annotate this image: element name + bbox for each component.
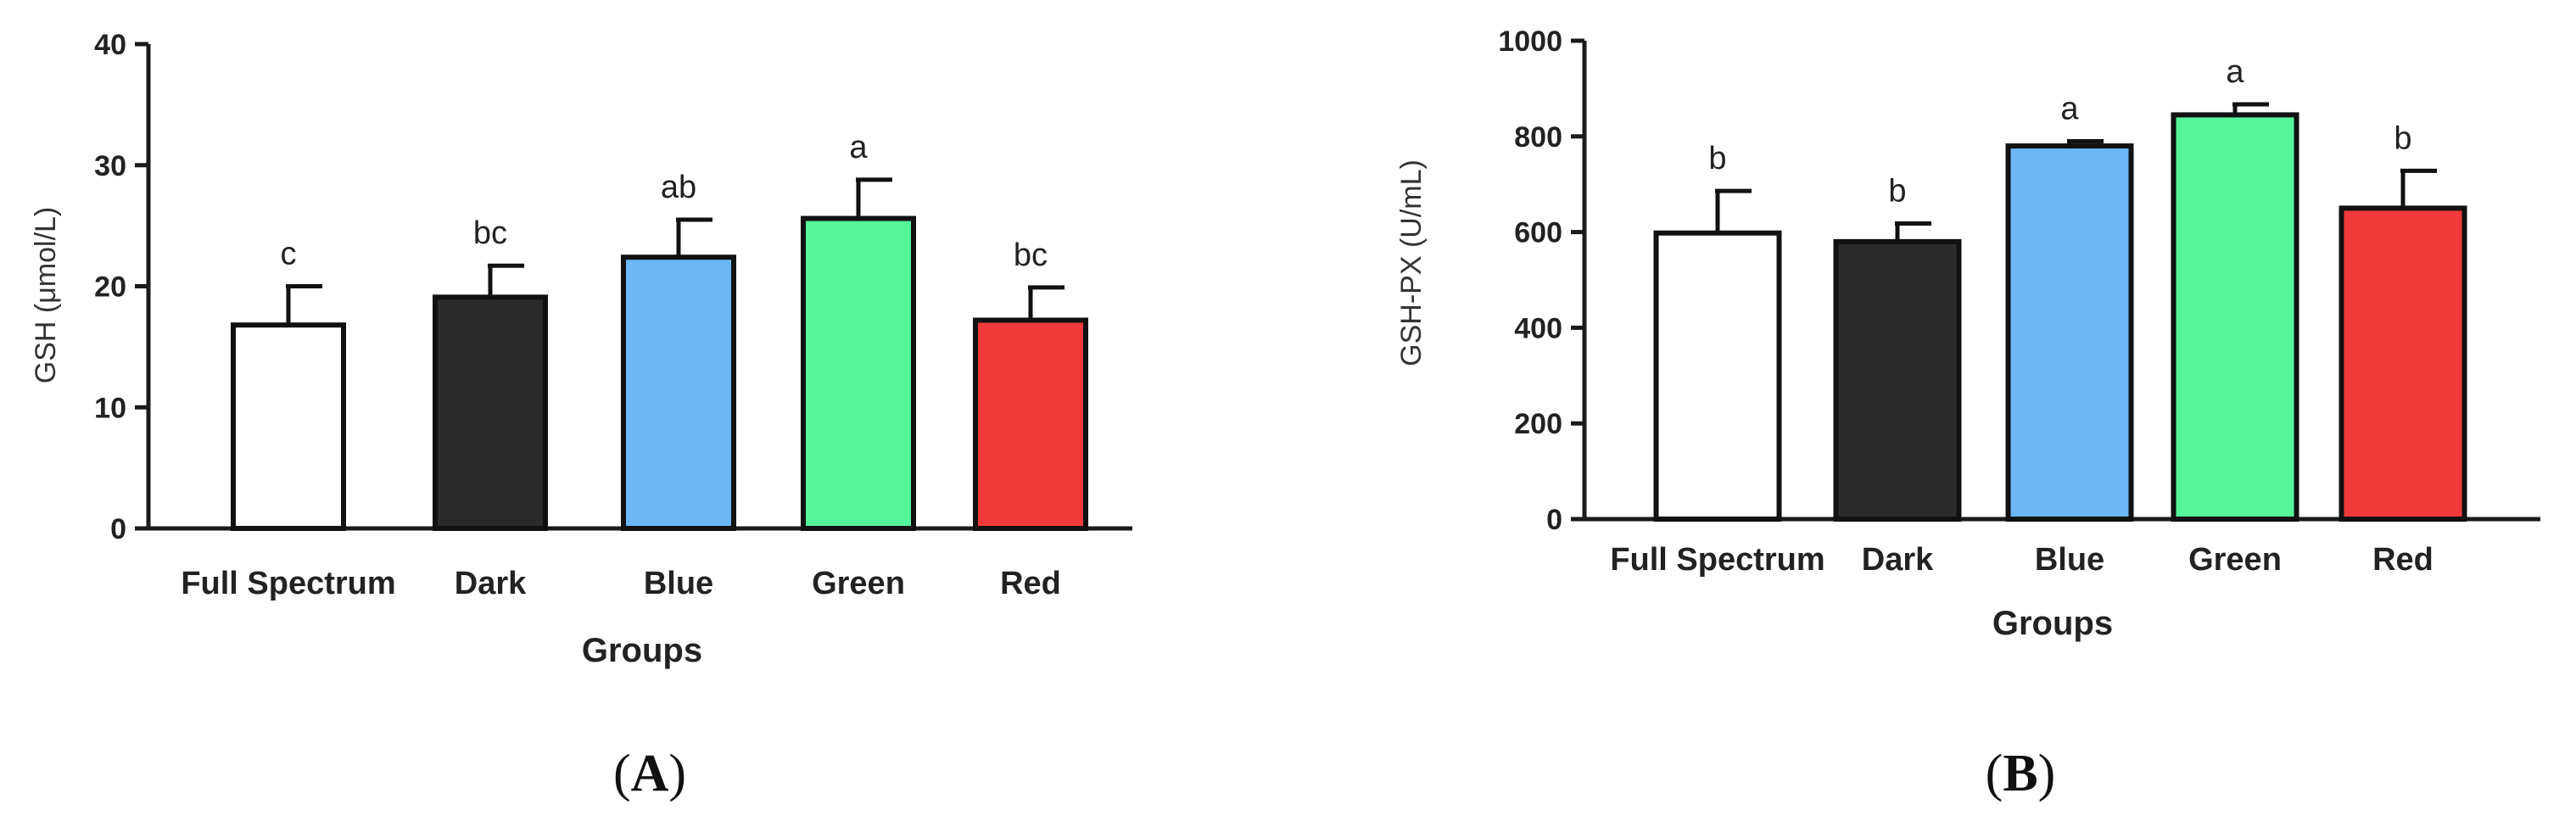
error-bar-b-3	[2232, 102, 2269, 115]
significance-label-b-1: b	[1888, 173, 1906, 209]
bar-a-2	[621, 254, 736, 531]
y-axis-label-b: GSH-PX (U/mL)	[1395, 159, 1428, 366]
category-label-b-2: Blue	[2035, 542, 2104, 578]
significance-label-a-3: a	[849, 130, 868, 165]
category-label-a-4: Red	[1000, 566, 1061, 601]
y-tick-label-a: 10	[94, 392, 126, 424]
bar-b-2	[2005, 143, 2134, 522]
y-tick-label-a: 20	[94, 271, 126, 304]
category-label-b-3: Green	[2188, 542, 2282, 578]
error-bar-a-3	[856, 177, 892, 219]
chart-marks-a: 0 10 20 30 40 c Full Spectrum bc Dark ab Blue a Gree…	[94, 29, 1132, 601]
significance-label-a-1: bc	[473, 215, 507, 251]
chart-panel-a: GSH (μmol/L) Groups 0 10 20 30 40 c Full Spect…	[30, 29, 1132, 669]
y-tick-label-a: 0	[110, 513, 126, 545]
y-tick-label-a: 30	[94, 150, 126, 182]
significance-label-a-2: ab	[661, 170, 696, 205]
significance-label-a-4: bc	[1014, 237, 1048, 273]
error-bar-b-1	[1895, 221, 1931, 242]
y-tick-label-b: 800	[1514, 121, 1562, 154]
category-label-a-1: Dark	[455, 566, 527, 601]
significance-label-b-0: b	[1708, 141, 1726, 176]
category-label-b-4: Red	[2372, 542, 2434, 578]
y-tick-label-b: 0	[1546, 504, 1562, 536]
bar-b-4	[2339, 205, 2467, 522]
bar-a-1	[433, 294, 548, 531]
error-bar-a-0	[286, 284, 322, 326]
error-bar-a-4	[1028, 285, 1064, 321]
panel-label-a: (A)	[613, 745, 686, 802]
category-label-a-3: Green	[812, 566, 905, 601]
bar-b-0	[1653, 230, 1782, 522]
chart-marks-b: 0 200 400 600 800 1000 b Full Spectrum b Dark a Blu…	[1498, 25, 2540, 578]
x-axis-label-a: Groups	[582, 632, 702, 669]
error-bar-b-4	[2400, 168, 2437, 209]
bar-a-4	[973, 317, 1088, 531]
bar-b-1	[1833, 238, 1962, 522]
y-tick-label-b: 1000	[1498, 25, 1562, 58]
x-axis-label-b: Groups	[1992, 605, 2113, 642]
y-tick-label-a: 40	[94, 29, 126, 61]
category-label-b-0: Full Spectrum	[1610, 542, 1824, 578]
bar-a-0	[231, 322, 346, 531]
category-label-a-0: Full Spectrum	[181, 566, 395, 601]
bar-a-3	[801, 215, 916, 531]
y-axis-label-a: GSH (μmol/L)	[30, 207, 62, 384]
category-label-b-1: Dark	[1862, 542, 1934, 578]
significance-label-b-2: a	[2060, 91, 2079, 126]
y-tick-label-b: 600	[1514, 217, 1562, 249]
chart-panel-b: GSH-PX (U/mL) Groups 0 200 400 600 800 1000 b F…	[1395, 25, 2540, 642]
y-tick-label-b: 400	[1514, 312, 1562, 344]
bar-b-3	[2171, 112, 2299, 522]
error-bar-b-2	[2067, 138, 2104, 147]
category-label-a-2: Blue	[644, 566, 713, 601]
y-tick-label-b: 200	[1514, 408, 1562, 440]
error-bar-a-2	[676, 217, 712, 258]
significance-label-b-4: b	[2394, 120, 2411, 156]
significance-label-a-0: c	[281, 237, 297, 272]
significance-label-b-3: a	[2226, 54, 2244, 90]
panel-label-b: (B)	[1986, 745, 2056, 802]
error-bar-a-1	[488, 263, 524, 298]
error-bar-b-0	[1715, 188, 1752, 233]
